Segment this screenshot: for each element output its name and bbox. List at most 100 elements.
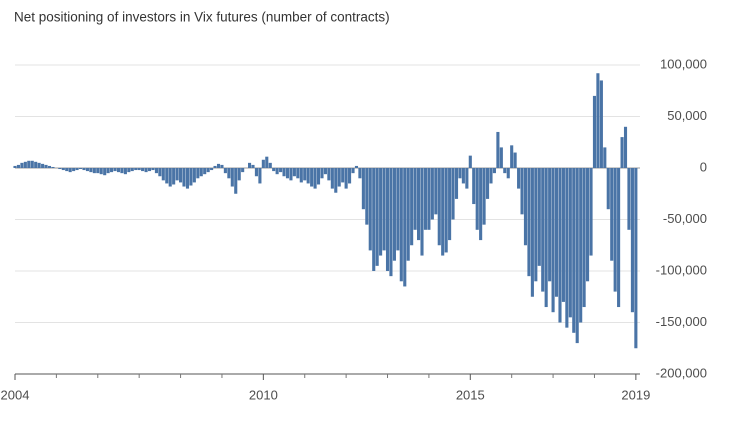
bar [458, 168, 462, 179]
bar [461, 168, 465, 184]
bar [410, 168, 414, 246]
bar [165, 168, 169, 184]
bar [486, 168, 490, 199]
bar [44, 164, 48, 168]
bar [517, 168, 521, 189]
bar [213, 165, 217, 168]
bar [596, 73, 600, 168]
bar [544, 168, 548, 308]
bar [520, 168, 524, 215]
bar [285, 168, 290, 179]
bar [254, 168, 258, 177]
bar [406, 168, 410, 261]
bar [475, 168, 479, 230]
bar [465, 168, 469, 189]
bar [78, 168, 83, 170]
bar [437, 168, 441, 246]
bar [58, 168, 62, 170]
bar [606, 168, 610, 210]
bar [182, 168, 186, 187]
bar [541, 168, 545, 292]
bar [65, 168, 69, 172]
bar [303, 168, 307, 181]
bar [20, 162, 24, 168]
y-tick-label: -50,000 [663, 211, 707, 226]
bar [523, 168, 528, 246]
bar [565, 168, 569, 328]
bar [344, 168, 348, 189]
bar [237, 168, 241, 181]
bar [351, 168, 355, 174]
bar [634, 168, 638, 349]
bar [27, 160, 31, 168]
bar [323, 168, 327, 175]
bar [275, 168, 279, 175]
bar [610, 168, 614, 261]
bar [434, 168, 438, 215]
bar [579, 168, 583, 323]
bar [489, 168, 493, 184]
bar [199, 168, 203, 177]
bar [265, 156, 269, 168]
y-tick-label: -100,000 [656, 262, 707, 277]
bar [454, 168, 459, 199]
bar [92, 168, 96, 174]
bar [510, 145, 514, 168]
bar [120, 168, 124, 174]
bar [496, 131, 500, 168]
bar [154, 168, 158, 174]
bar [572, 168, 576, 333]
bar [85, 168, 89, 172]
bar [599, 80, 603, 168]
bar [144, 168, 148, 173]
bar [272, 168, 276, 172]
bar [358, 168, 362, 179]
bar [61, 168, 65, 171]
bar [113, 168, 117, 172]
bar [223, 168, 227, 174]
bar [210, 168, 214, 171]
bar [603, 147, 607, 168]
bar [279, 168, 283, 173]
bar [110, 168, 114, 173]
bar [492, 168, 496, 174]
bar [127, 168, 131, 173]
bar [189, 168, 193, 186]
bar [403, 168, 407, 287]
x-tick-label: 2010 [249, 387, 278, 402]
bar [310, 168, 314, 187]
bar [230, 168, 234, 187]
bar [292, 168, 296, 177]
bar [482, 168, 486, 225]
bar [627, 168, 631, 230]
bar [430, 168, 434, 220]
bar [37, 162, 41, 168]
y-tick-label: 50,000 [667, 108, 707, 123]
bar [289, 168, 293, 181]
bar [251, 164, 255, 168]
bar [561, 168, 565, 302]
bar [341, 168, 345, 183]
bar [316, 168, 321, 185]
bar [130, 168, 134, 172]
bar [72, 168, 76, 172]
bar [96, 168, 100, 174]
bar [630, 168, 634, 313]
bar [299, 168, 303, 183]
bar [413, 168, 417, 230]
bar [620, 137, 624, 168]
bar [241, 168, 245, 173]
bar [220, 164, 224, 168]
bar [427, 168, 431, 230]
bar [296, 168, 300, 179]
bar [503, 168, 507, 174]
bar [30, 160, 34, 168]
bar [282, 168, 286, 177]
bar [592, 95, 597, 168]
bar [568, 168, 572, 318]
bar [258, 168, 262, 184]
bar [68, 168, 72, 173]
bar [161, 168, 165, 181]
bar [379, 168, 383, 256]
